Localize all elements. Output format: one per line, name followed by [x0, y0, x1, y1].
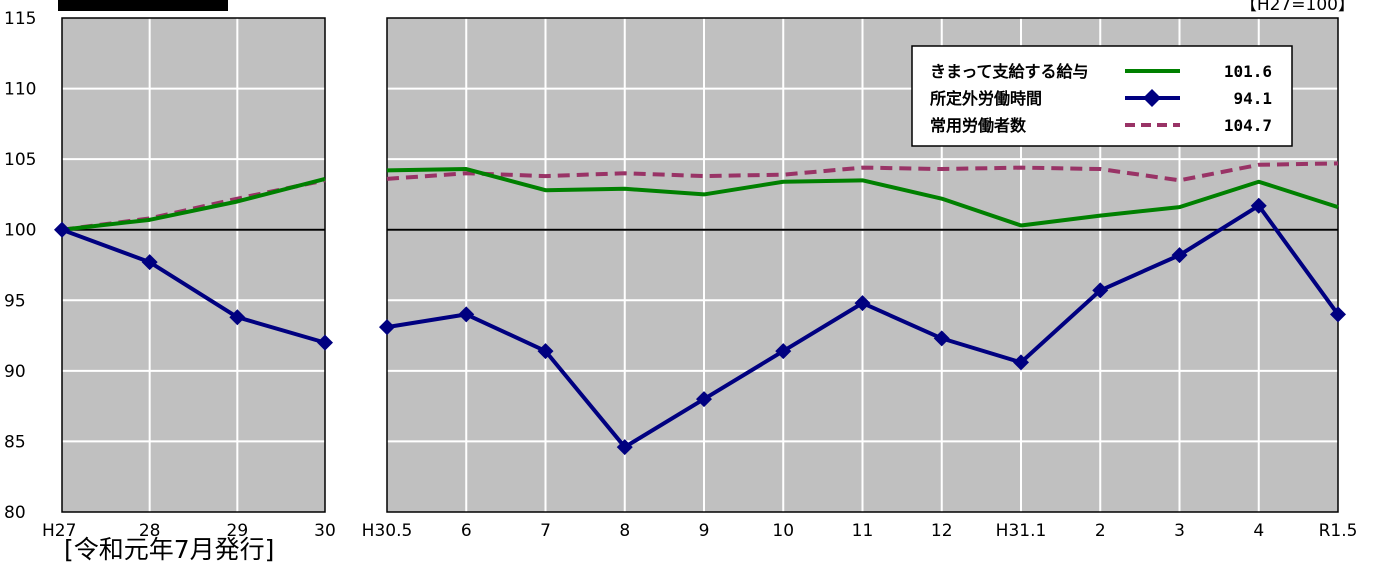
x-tick-label: 28	[139, 521, 161, 541]
data-point-hours	[141, 254, 158, 271]
x-tick-label: 6	[461, 521, 472, 541]
data-point-hours	[537, 343, 554, 360]
plot-frame	[386, 17, 1339, 513]
data-point-hours	[1250, 197, 1267, 214]
y-tick-label: 100	[4, 221, 36, 241]
x-tick-label: 29	[227, 521, 249, 541]
series-line-wage	[386, 167, 1339, 228]
x-tick-label: H30.5	[362, 521, 413, 541]
y-tick-label: 80	[4, 503, 26, 523]
plot-frame	[61, 17, 326, 513]
legend-value-hours: 94.1	[1233, 89, 1272, 108]
legend: きまって支給する給与 101.6 所定外労働時間 94.1 常用労働者数 104…	[911, 45, 1293, 147]
plot-area	[62, 18, 325, 512]
y-axis: 80 85 90 95 100 105 110 115	[4, 9, 36, 523]
legend-value-wage: 101.6	[1224, 62, 1272, 81]
data-point-hours	[317, 334, 333, 351]
y-tick-label: 95	[4, 291, 26, 311]
x-tick-label: 9	[699, 521, 710, 541]
x-tick-label: H27	[42, 521, 76, 541]
series-line-hours	[61, 227, 326, 345]
x-tick-label: 8	[619, 521, 630, 541]
data-point-hours	[933, 330, 950, 347]
x-tick-label: 7	[540, 521, 551, 541]
unit-note: 【H27=100】	[1240, 0, 1355, 15]
x-tick-label: 11	[852, 521, 874, 541]
legend-label-employees: 常用労働者数	[930, 116, 1027, 135]
legend-value-employees: 104.7	[1224, 116, 1272, 135]
legend-marker-hours	[1143, 89, 1161, 107]
data-point-hours	[379, 319, 395, 336]
y-tick-label: 85	[4, 432, 26, 452]
data-point-hours	[616, 439, 633, 456]
data-point-hours	[1330, 306, 1346, 323]
annual-panel: H27 28 29 30	[42, 17, 336, 541]
y-tick-label: 110	[4, 80, 36, 100]
x-tick-label: H31.1	[996, 521, 1047, 541]
x-tick-label: 30	[314, 521, 336, 541]
x-tick-label: 2	[1095, 521, 1106, 541]
x-tick-label: 3	[1174, 521, 1185, 541]
data-point-hours	[775, 343, 792, 360]
data-point-hours	[458, 306, 475, 323]
data-point-hours	[1092, 282, 1109, 299]
y-tick-label: 115	[4, 9, 36, 29]
data-point-hours	[54, 221, 70, 238]
data-point-hours	[229, 309, 246, 326]
legend-label-hours: 所定外労働時間	[930, 89, 1042, 108]
x-tick-label: 12	[931, 521, 953, 541]
x-tick-label: R1.5	[1319, 521, 1358, 541]
y-tick-label: 105	[4, 150, 36, 170]
x-tick-label: 10	[772, 521, 794, 541]
title-block	[58, 0, 228, 11]
series-line-employees	[386, 161, 1339, 183]
x-tick-label: 4	[1253, 521, 1264, 541]
data-point-hours	[1013, 354, 1029, 371]
data-point-hours	[696, 391, 712, 408]
series-line-wage	[61, 176, 326, 232]
data-point-hours	[1171, 247, 1188, 264]
legend-label-wage: きまって支給する給与	[930, 62, 1089, 81]
data-point-hours	[854, 295, 871, 312]
footer-issue-date: [令和元年7月発行]	[64, 535, 274, 564]
legend-box	[911, 45, 1293, 147]
y-tick-label: 90	[4, 362, 26, 382]
